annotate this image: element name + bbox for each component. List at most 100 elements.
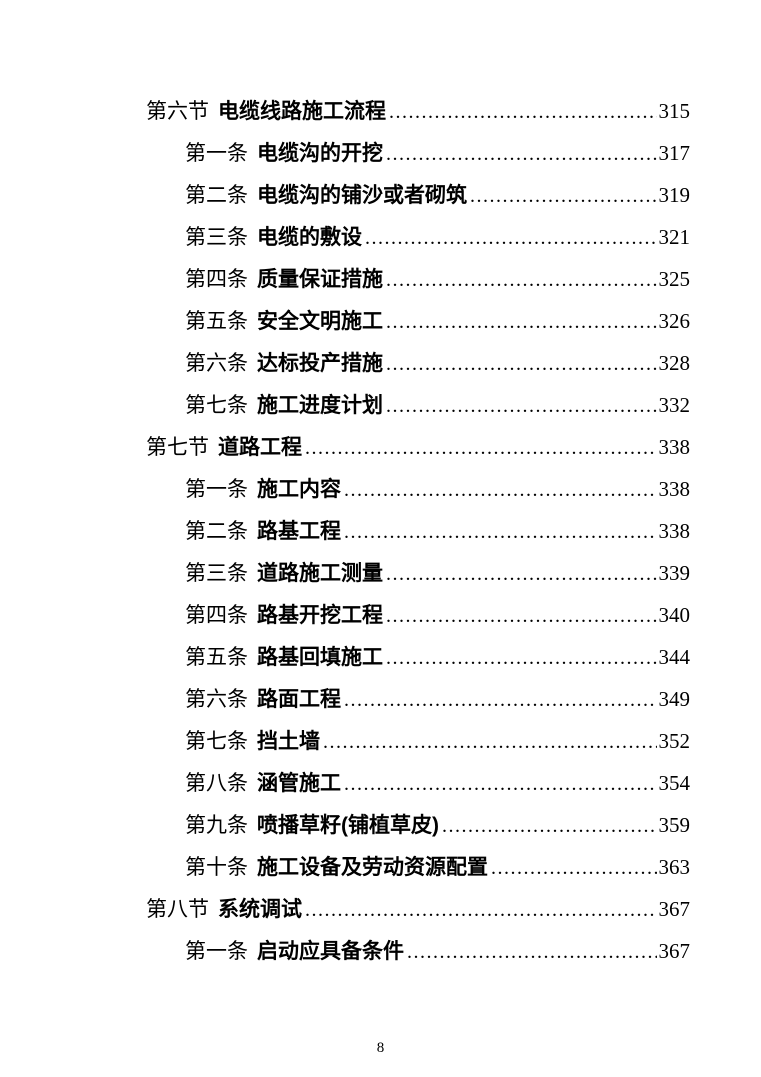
toc-entry-prefix: 第八节 (146, 897, 209, 921)
toc-entry-title: 路基回填施工 (257, 646, 383, 669)
dot-leader (386, 595, 657, 637)
toc-entry-prefix: 第一条 (185, 939, 248, 963)
toc-entry-title: 路面工程 (257, 688, 341, 711)
toc-entry-prefix: 第五条 (185, 645, 248, 669)
toc-entry-prefix: 第一条 (185, 141, 248, 165)
dot-leader (386, 301, 657, 343)
dot-leader (386, 343, 657, 385)
toc-entry: 第九条 喷播草籽(铺植草皮) 359 (146, 804, 690, 846)
toc-entry: 第三条 电缆的敷设 321 (146, 216, 690, 258)
dot-leader (386, 637, 657, 679)
toc-entry: 第四条 路基开挖工程 340 (146, 594, 690, 636)
toc-entry-prefix: 第四条 (185, 603, 248, 627)
toc-entry: 第七条 施工进度计划 332 (146, 384, 690, 426)
toc-entry-page-number: 363 (658, 855, 691, 879)
dot-leader (344, 511, 657, 553)
toc-entry: 第一条 施工内容 338 (146, 468, 690, 510)
toc-entry-page-number: 321 (658, 225, 691, 249)
toc-entry: 第一条 电缆沟的开挖 317 (146, 132, 690, 174)
toc-entry-page-number: 349 (658, 687, 691, 711)
toc-entry-title: 路基开挖工程 (257, 604, 383, 627)
toc-entry-title: 涵管施工 (257, 772, 341, 795)
toc-entry: 第七节 道路工程 338 (146, 426, 690, 468)
toc-entry-prefix: 第六条 (185, 687, 248, 711)
footer-page-number: 8 (376, 1040, 385, 1056)
toc-entry-title: 质量保证措施 (257, 268, 383, 291)
toc-entry-prefix: 第一条 (185, 477, 248, 501)
toc-entry-title: 电缆沟的铺沙或者砌筑 (257, 184, 467, 207)
table-of-contents: 第六节 电缆线路施工流程 315 第一条 电缆沟的开挖 317 第二条 电缆沟的… (146, 90, 690, 972)
toc-entry-title: 道路施工测量 (257, 562, 383, 585)
dot-leader (470, 175, 657, 217)
toc-entry-page-number: 326 (658, 309, 691, 333)
toc-entry-page-number: 344 (658, 645, 691, 669)
toc-entry: 第八条 涵管施工 354 (146, 762, 690, 804)
dot-leader (442, 805, 657, 847)
toc-entry-prefix: 第八条 (185, 771, 248, 795)
toc-entry-prefix: 第四条 (185, 267, 248, 291)
toc-entry-title: 路基工程 (257, 520, 341, 543)
dot-leader (305, 427, 657, 469)
toc-entry-page-number: 354 (658, 771, 691, 795)
toc-entry-prefix: 第六条 (185, 351, 248, 375)
toc-entry-title: 道路工程 (218, 436, 302, 459)
toc-entry-prefix: 第二条 (185, 183, 248, 207)
toc-entry-page-number: 367 (658, 939, 691, 963)
toc-entry: 第八节 系统调试 367 (146, 888, 690, 930)
dot-leader (386, 385, 657, 427)
dot-leader (491, 847, 657, 889)
toc-entry: 第一条 启动应具备条件 367 (146, 930, 690, 972)
toc-entry: 第三条 道路施工测量 339 (146, 552, 690, 594)
toc-entry: 第五条 安全文明施工 326 (146, 300, 690, 342)
toc-entry-page-number: 359 (658, 813, 691, 837)
dot-leader (344, 679, 657, 721)
toc-entry-page-number: 325 (658, 267, 691, 291)
toc-entry-prefix: 第九条 (185, 813, 248, 837)
toc-entry-page-number: 367 (658, 897, 691, 921)
toc-entry-page-number: 317 (658, 141, 691, 165)
toc-entry-page-number: 319 (658, 183, 691, 207)
dot-leader (305, 889, 657, 931)
toc-entry-prefix: 第七节 (146, 435, 209, 459)
dot-leader (365, 217, 657, 259)
toc-entry-title: 达标投产措施 (257, 352, 383, 375)
toc-entry-prefix: 第二条 (185, 519, 248, 543)
toc-entry-page-number: 352 (658, 729, 691, 753)
toc-entry-title: 挡土墙 (257, 730, 320, 753)
toc-entry-page-number: 315 (658, 99, 691, 123)
dot-leader (323, 721, 657, 763)
toc-entry-prefix: 第五条 (185, 309, 248, 333)
dot-leader (386, 259, 657, 301)
toc-entry: 第六条 路面工程 349 (146, 678, 690, 720)
dot-leader (389, 91, 657, 133)
toc-entry: 第十条 施工设备及劳动资源配置 363 (146, 846, 690, 888)
toc-entry: 第六节 电缆线路施工流程 315 (146, 90, 690, 132)
dot-leader (386, 133, 657, 175)
toc-entry-title: 电缆沟的开挖 (257, 142, 383, 165)
toc-entry-title: 系统调试 (218, 898, 302, 921)
toc-entry: 第五条 路基回填施工 344 (146, 636, 690, 678)
toc-entry-title: 安全文明施工 (257, 310, 383, 333)
dot-leader (344, 763, 657, 805)
toc-entry-title: 施工进度计划 (257, 394, 383, 417)
toc-entry-prefix: 第六节 (146, 99, 209, 123)
toc-entry-title: 电缆的敷设 (257, 226, 362, 249)
toc-entry-page-number: 338 (658, 435, 691, 459)
toc-entry-page-number: 338 (658, 519, 691, 543)
toc-entry-title: 启动应具备条件 (257, 940, 404, 963)
toc-entry-page-number: 338 (658, 477, 691, 501)
toc-entry-prefix: 第三条 (185, 561, 248, 585)
toc-entry-title: 施工内容 (257, 478, 341, 501)
toc-entry: 第四条 质量保证措施 325 (146, 258, 690, 300)
toc-entry-prefix: 第七条 (185, 729, 248, 753)
toc-entry: 第六条 达标投产措施 328 (146, 342, 690, 384)
toc-entry-page-number: 332 (658, 393, 691, 417)
toc-entry-prefix: 第十条 (185, 855, 248, 879)
toc-entry-prefix: 第七条 (185, 393, 248, 417)
toc-entry-page-number: 340 (658, 603, 691, 627)
toc-entry-title: 电缆线路施工流程 (218, 100, 386, 123)
toc-entry: 第七条 挡土墙 352 (146, 720, 690, 762)
toc-entry: 第二条 路基工程 338 (146, 510, 690, 552)
dot-leader (407, 931, 657, 973)
